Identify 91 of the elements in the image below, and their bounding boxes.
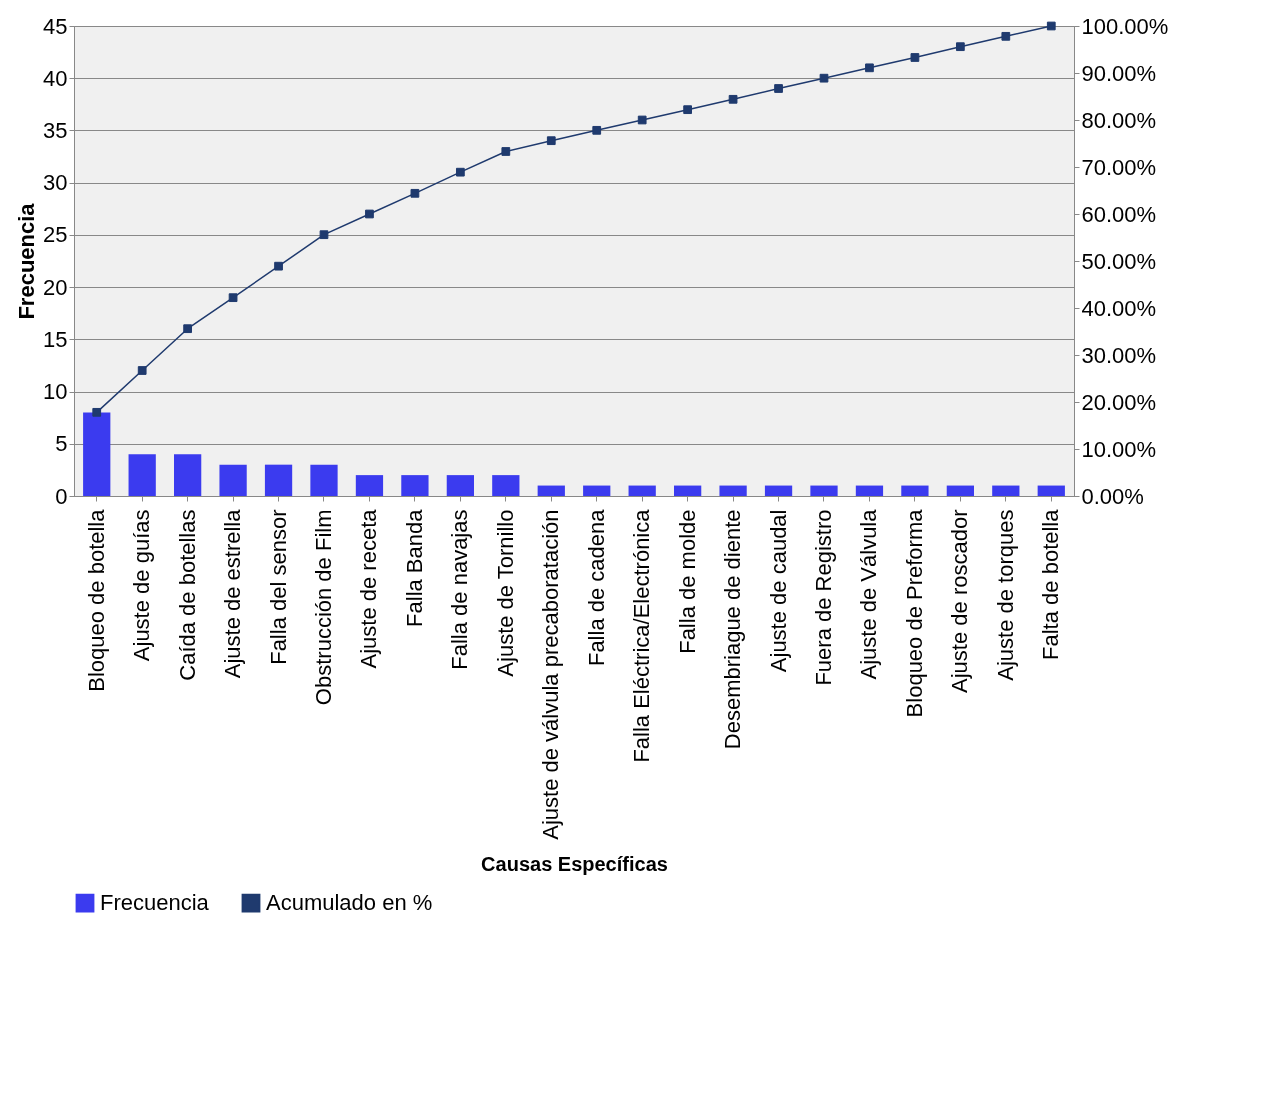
point <box>455 167 465 177</box>
x-tick-label: Bloqueo de Preforma <box>901 508 927 718</box>
y-axis-title: Frecuencia <box>14 202 40 320</box>
bar <box>901 485 929 496</box>
point <box>183 324 193 334</box>
bar <box>446 475 474 496</box>
point <box>365 209 374 219</box>
point <box>910 53 920 62</box>
bar <box>810 485 838 496</box>
point <box>774 84 783 93</box>
bar <box>128 454 156 496</box>
y-tick-label: 15 <box>43 326 68 352</box>
x-tick-label: Bloqueo de botella <box>83 508 109 692</box>
y2-tick-label: 30.00% <box>1081 342 1157 368</box>
bar <box>401 475 429 496</box>
point <box>501 147 511 156</box>
point <box>819 73 829 83</box>
x-tick-label: Obstrucción de Film <box>311 509 336 706</box>
bar <box>583 485 611 496</box>
y-tick-label: 25 <box>43 222 68 248</box>
x-axis-title: Causas Específicas <box>481 852 668 875</box>
y2-tick-label: 80.00% <box>1081 107 1157 133</box>
y-tick-label: 35 <box>43 117 68 143</box>
y2-tick-label: 40.00% <box>1081 295 1157 321</box>
y2-tick-label: 70.00% <box>1081 154 1157 180</box>
bar <box>719 485 747 496</box>
x-tick-label: Falla Banda <box>401 508 427 627</box>
point <box>546 136 556 146</box>
bar <box>764 485 793 496</box>
y2-tick-label: 100.00% <box>1081 13 1169 39</box>
bar <box>83 412 111 496</box>
bar <box>674 485 702 496</box>
bar <box>537 485 565 496</box>
y2-tick-label: 0.00% <box>1081 483 1144 509</box>
bar <box>264 464 293 496</box>
x-tick-label: Caída de botellas <box>174 509 200 681</box>
x-tick-label: Ajuste de receta <box>356 508 382 669</box>
x-tick-label: Ajuste de válvula precaboratación <box>538 509 564 840</box>
bar <box>174 454 202 496</box>
x-tick-label: Fuera de Registro <box>811 509 836 686</box>
x-tick-label: Ajuste de roscador <box>947 509 973 693</box>
y-tick-label: 45 <box>43 13 68 39</box>
x-tick-label: Ajuste de guías <box>129 509 155 662</box>
y-tick-label: 5 <box>55 431 68 457</box>
bar <box>492 475 520 496</box>
x-tick-label: Ajuste de Válvula <box>856 508 882 680</box>
point <box>865 63 874 73</box>
y-tick-label: 40 <box>43 65 68 91</box>
y2-tick-label: 50.00% <box>1081 248 1157 274</box>
point <box>274 261 283 271</box>
point <box>92 407 102 417</box>
x-tick-label: Ajuste de estrella <box>220 508 246 679</box>
x-tick-label: Falla de cadena <box>583 508 609 667</box>
bar <box>946 485 974 496</box>
y2-tick-label: 90.00% <box>1081 60 1157 86</box>
bar <box>310 464 338 496</box>
y2-tick-label: 20.00% <box>1081 389 1157 415</box>
bar <box>628 485 656 496</box>
x-tick-label: Ajuste de Tornillo <box>492 509 518 677</box>
point <box>228 293 238 303</box>
y2-tick-label: 60.00% <box>1081 201 1157 227</box>
x-tick-label: Falta de botella <box>1038 508 1064 660</box>
bar <box>219 464 247 496</box>
y-tick-label: 20 <box>43 274 68 300</box>
y-tick-label: 0 <box>55 483 68 509</box>
point <box>728 94 738 104</box>
bar <box>1037 485 1065 496</box>
y-tick-label: 10 <box>43 379 68 405</box>
x-tick-label: Falla Eléctrica/Electrónica <box>629 508 655 763</box>
x-tick-label: Falla de navajas <box>447 509 473 670</box>
point <box>683 105 693 115</box>
x-tick-label: Ajuste de torques <box>992 509 1018 681</box>
point <box>1001 31 1011 41</box>
y-tick-label: 30 <box>43 170 68 196</box>
point <box>592 125 602 135</box>
point <box>410 188 420 198</box>
bar <box>355 475 384 496</box>
point <box>637 115 647 125</box>
y2-tick-label: 10.00% <box>1081 436 1157 462</box>
point <box>319 230 329 240</box>
legend-label: Acumulado en % <box>266 890 433 916</box>
bar <box>855 485 884 496</box>
legend-label: Frecuencia <box>100 890 210 916</box>
x-tick-label: Falla del sensor <box>265 509 291 665</box>
x-tick-label: Desembriague de diente <box>720 509 746 750</box>
point <box>1046 21 1056 31</box>
x-tick-label: Ajuste de caudal <box>765 509 791 673</box>
x-tick-label: Falla de molde <box>674 509 700 654</box>
point <box>955 42 965 52</box>
point <box>137 366 147 375</box>
bar <box>992 485 1020 496</box>
